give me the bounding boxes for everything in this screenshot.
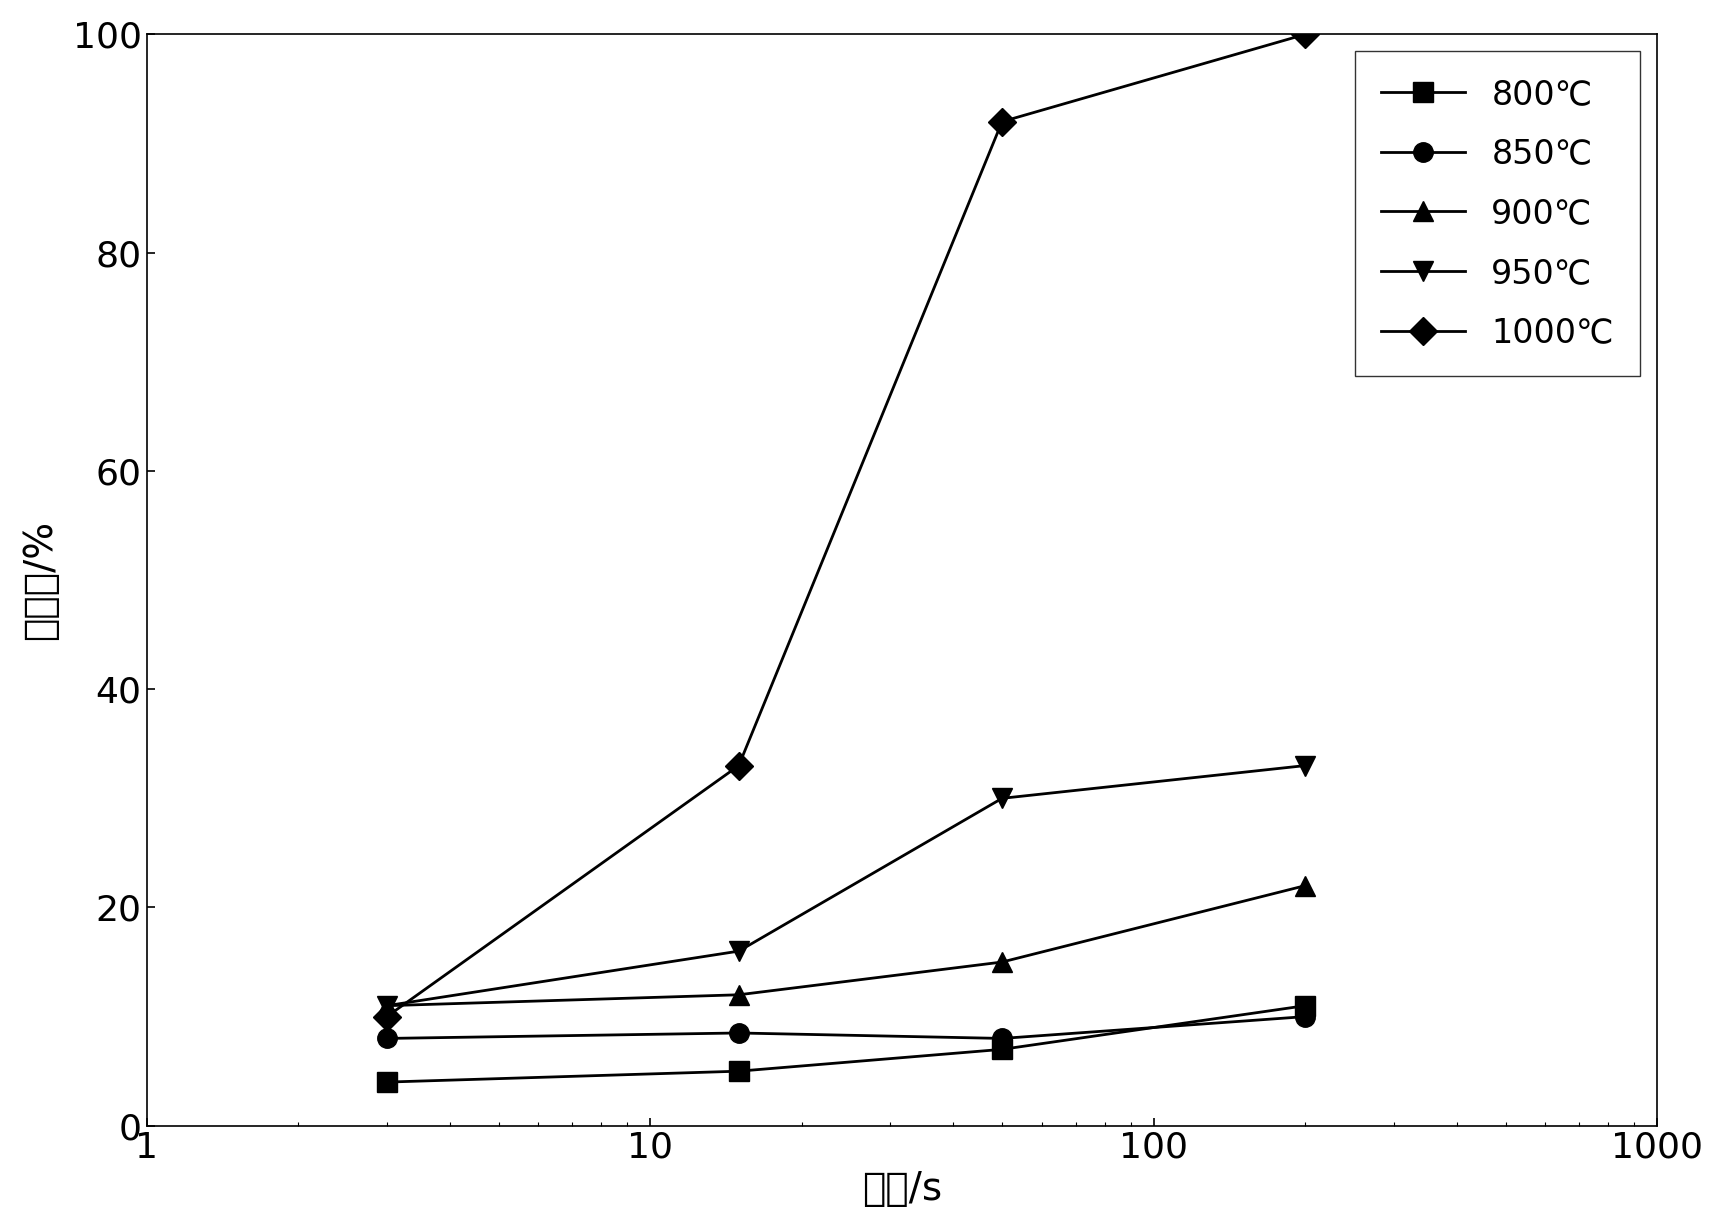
X-axis label: 时间/s: 时间/s	[862, 1170, 941, 1208]
Line: 850℃: 850℃	[377, 1007, 1315, 1048]
900℃	[1294, 879, 1315, 893]
950℃	[376, 998, 396, 1013]
900℃	[991, 955, 1011, 970]
Line: 900℃: 900℃	[377, 876, 1315, 1015]
850℃	[1294, 1009, 1315, 1024]
Line: 950℃: 950℃	[377, 756, 1315, 1015]
Line: 1000℃: 1000℃	[377, 25, 1315, 1026]
900℃	[376, 998, 396, 1013]
850℃	[376, 1031, 396, 1046]
1000℃	[1294, 27, 1315, 42]
800℃	[1294, 998, 1315, 1013]
800℃	[729, 1064, 750, 1079]
900℃	[729, 987, 750, 1002]
1000℃	[729, 758, 750, 773]
1000℃	[376, 1009, 396, 1024]
1000℃	[991, 114, 1011, 129]
Line: 800℃: 800℃	[377, 995, 1315, 1091]
950℃	[991, 791, 1011, 806]
950℃	[729, 944, 750, 959]
Y-axis label: 软化率/%: 软化率/%	[21, 520, 59, 640]
800℃	[991, 1042, 1011, 1057]
Legend: 800℃, 850℃, 900℃, 950℃, 1000℃: 800℃, 850℃, 900℃, 950℃, 1000℃	[1354, 50, 1640, 376]
800℃	[376, 1074, 396, 1089]
850℃	[991, 1031, 1011, 1046]
950℃	[1294, 758, 1315, 773]
850℃	[729, 1026, 750, 1041]
